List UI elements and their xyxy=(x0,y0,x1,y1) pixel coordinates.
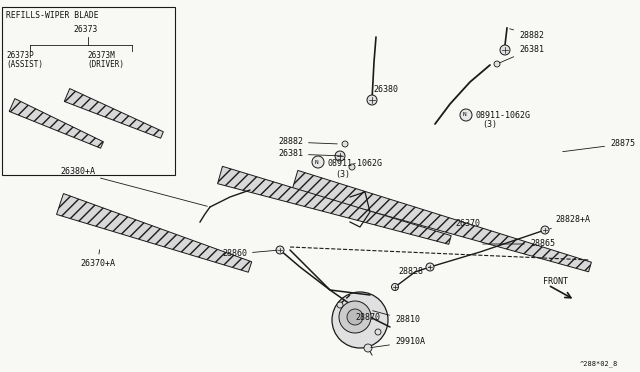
Text: (DRIVER): (DRIVER) xyxy=(87,61,124,70)
Text: ^288*02_8: ^288*02_8 xyxy=(580,361,618,367)
Text: 28828+A: 28828+A xyxy=(550,215,590,229)
Text: 08911-1062G: 08911-1062G xyxy=(475,110,530,119)
Text: 28865: 28865 xyxy=(483,240,555,248)
Text: 26373P: 26373P xyxy=(6,51,34,60)
Polygon shape xyxy=(292,170,591,272)
Circle shape xyxy=(312,156,324,168)
Circle shape xyxy=(349,164,355,170)
Circle shape xyxy=(337,302,343,308)
Polygon shape xyxy=(9,99,104,148)
Circle shape xyxy=(500,45,510,55)
FancyBboxPatch shape xyxy=(2,7,175,175)
Text: N: N xyxy=(315,160,319,164)
Text: 28810: 28810 xyxy=(372,311,420,324)
Polygon shape xyxy=(56,193,252,272)
Text: 28828: 28828 xyxy=(398,267,430,276)
Circle shape xyxy=(494,61,500,67)
Circle shape xyxy=(364,344,372,352)
Text: 08911-1062G: 08911-1062G xyxy=(328,160,383,169)
Circle shape xyxy=(332,292,388,348)
Text: 26380: 26380 xyxy=(373,86,398,94)
Text: 26373M: 26373M xyxy=(87,51,115,60)
Circle shape xyxy=(392,283,399,291)
Text: (3): (3) xyxy=(482,121,497,129)
Text: 28875: 28875 xyxy=(563,140,635,152)
Text: (ASSIST): (ASSIST) xyxy=(6,61,43,70)
Circle shape xyxy=(367,95,377,105)
Text: 28882: 28882 xyxy=(509,29,544,39)
Text: 28860: 28860 xyxy=(222,250,277,259)
Circle shape xyxy=(460,109,472,121)
Text: REFILLS-WIPER BLADE: REFILLS-WIPER BLADE xyxy=(6,10,99,19)
Circle shape xyxy=(339,301,371,333)
Text: 28882: 28882 xyxy=(278,138,337,147)
Text: 26381: 26381 xyxy=(500,45,544,63)
Text: N: N xyxy=(463,112,467,118)
Circle shape xyxy=(276,246,284,254)
Text: FRONT: FRONT xyxy=(543,278,568,286)
Circle shape xyxy=(375,329,381,335)
Polygon shape xyxy=(64,89,163,138)
Circle shape xyxy=(347,309,363,325)
Text: 26370+A: 26370+A xyxy=(80,250,115,269)
Text: (3): (3) xyxy=(335,170,350,179)
Text: 29910A: 29910A xyxy=(371,337,425,347)
Polygon shape xyxy=(218,166,451,244)
Circle shape xyxy=(541,226,549,234)
Circle shape xyxy=(426,263,434,271)
Circle shape xyxy=(342,141,348,147)
Text: 26381: 26381 xyxy=(278,150,342,158)
Text: 26370: 26370 xyxy=(455,219,480,228)
Text: 28870: 28870 xyxy=(355,312,380,321)
Text: 26380+A: 26380+A xyxy=(60,167,207,206)
Text: 26373: 26373 xyxy=(73,25,97,33)
Circle shape xyxy=(335,151,345,161)
